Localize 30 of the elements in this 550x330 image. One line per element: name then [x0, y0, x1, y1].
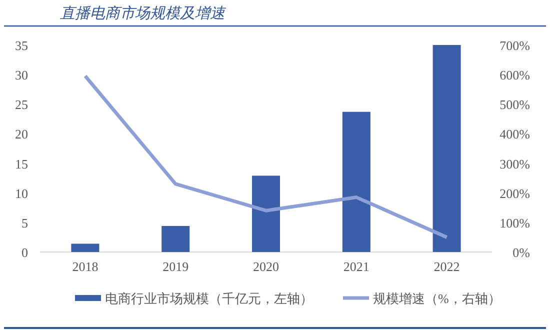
y-tick-label: 5 — [22, 215, 28, 230]
y2-tick-label: 100% — [500, 215, 530, 230]
y2-tick-label: 300% — [500, 156, 530, 172]
bar — [252, 176, 280, 252]
legend-label: 规模增速（%，右轴） — [373, 291, 501, 306]
y2-tick-label: 0% — [512, 245, 530, 260]
y-tick-label: 30 — [15, 68, 28, 83]
x-tick-label: 2020 — [253, 259, 279, 274]
y-tick-label: 25 — [15, 97, 28, 112]
bar — [432, 45, 461, 252]
y2-tick-label: 200% — [500, 186, 530, 201]
y-tick-label: 35 — [15, 38, 28, 53]
legend-label: 电商行业市场规模（千亿元，左轴） — [105, 291, 313, 306]
y-tick-label: 10 — [15, 186, 28, 201]
y-tick-label: 0 — [22, 245, 28, 260]
chart-title: 直播电商市场规模及增速 — [60, 5, 227, 22]
y2-tick-label: 600% — [500, 68, 530, 83]
x-tick-label: 2021 — [343, 259, 370, 274]
x-tick-label: 2022 — [434, 259, 460, 274]
line-series — [83, 74, 449, 239]
y2-tick-label: 400% — [500, 126, 530, 142]
bar — [342, 112, 370, 252]
x-tick-label: 2018 — [72, 259, 98, 274]
bar — [71, 244, 100, 252]
bar — [162, 226, 190, 252]
x-tick-label: 2019 — [162, 259, 189, 274]
y-tick-label: 15 — [15, 156, 28, 172]
y-tick-label: 20 — [15, 126, 28, 142]
y2-tick-label: 500% — [500, 97, 530, 112]
y2-tick-label: 700% — [500, 38, 530, 53]
